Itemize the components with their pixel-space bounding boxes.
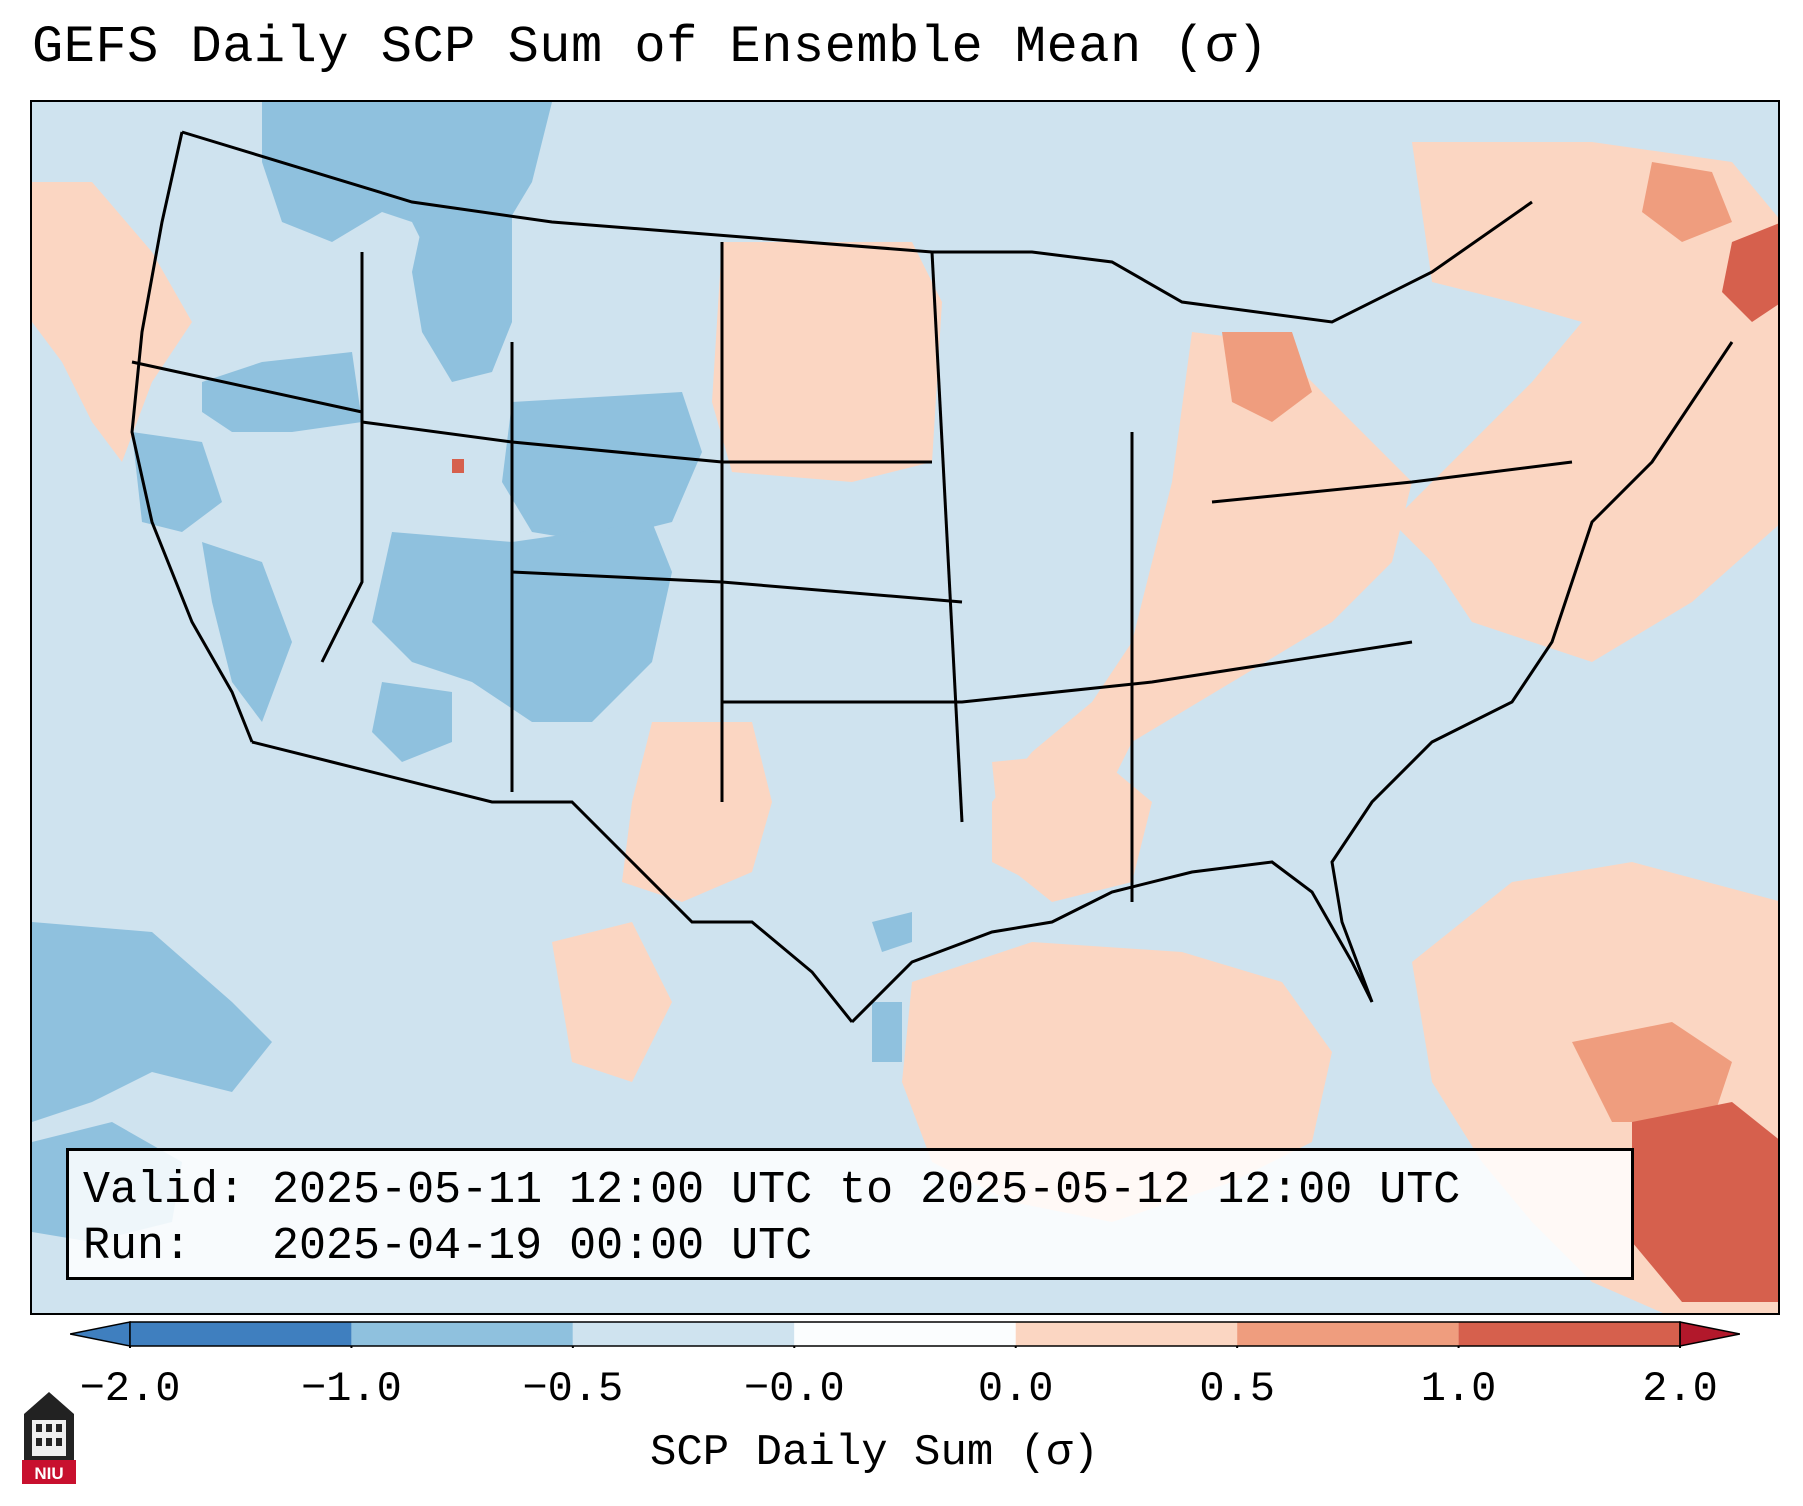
moderate-anomaly-areas	[1222, 162, 1732, 1122]
colorbar-extend-min	[70, 1321, 131, 1347]
gulf-coast	[850, 860, 1374, 1024]
colorbar-segments	[70, 1321, 1740, 1348]
logo-text: NIU	[34, 1464, 63, 1483]
mexico-orange-patches	[552, 922, 672, 1082]
arkansas-orange-region	[992, 752, 1152, 902]
nevada-blue-patches	[202, 542, 292, 722]
west-coast	[130, 131, 254, 743]
colorbar-label: SCP Daily Sum (σ)	[650, 1428, 1099, 1478]
oregon-blue-patches	[202, 352, 362, 432]
us-mexico-border	[251, 740, 854, 1023]
state-line-6	[722, 640, 1413, 704]
state-boundaries	[130, 130, 1734, 1024]
colorbar-segment	[351, 1322, 573, 1346]
northeast-orange-region	[1392, 142, 1778, 662]
university-tower-icon: NIU	[22, 1392, 76, 1484]
colorbar-tick-label: −2.0	[79, 1365, 181, 1413]
map-title: GEFS Daily SCP Sum of Ensemble Mean (σ)	[32, 18, 1269, 77]
colorbar-tick-label: −0.0	[743, 1365, 845, 1413]
colorbar-segment	[1015, 1322, 1238, 1346]
colorbar-segment	[572, 1322, 795, 1346]
maine-moderate	[1642, 162, 1732, 242]
colorbar-tick-label: −0.5	[522, 1365, 624, 1413]
colorbar-outline	[129, 1321, 1681, 1347]
mexico-blue-patch	[872, 912, 912, 952]
state-line-4	[930, 251, 964, 823]
california-blue-patches	[132, 432, 222, 532]
new-mexico-orange-region	[622, 722, 772, 902]
colorbar-tick-label: 0.0	[977, 1365, 1054, 1413]
colorbar-segment	[130, 1322, 352, 1346]
utah-colorado-blue-region	[372, 522, 672, 722]
colorbar-segment	[794, 1322, 1016, 1346]
colorbar-tick-label: −1.0	[301, 1365, 402, 1413]
valid-run-info-box: Valid: 2025-05-11 12:00 UTC to 2025-05-1…	[66, 1148, 1634, 1280]
colorbar-tick-label: 0.5	[1199, 1365, 1275, 1413]
run-value: 2025-04-19 00:00 UTC	[272, 1221, 813, 1272]
caribbean-strong	[1632, 1102, 1778, 1302]
us-border-north	[181, 130, 1533, 324]
state-line-9	[131, 360, 363, 414]
colorbar-extend-max	[1679, 1321, 1740, 1347]
colorbar-tick-label: 1.0	[1420, 1365, 1497, 1413]
valid-label: Valid:	[83, 1165, 246, 1216]
great-lakes-moderate	[1222, 332, 1312, 422]
pacific-blue-region	[32, 922, 272, 1122]
utah-hotspot	[452, 459, 464, 473]
caribbean-moderate	[1572, 1022, 1732, 1122]
positive-anomaly-areas	[32, 142, 1778, 1313]
colorbar-segment	[1458, 1322, 1680, 1346]
new-england-strong	[1722, 223, 1778, 322]
scp-map	[32, 102, 1778, 1313]
run-label: Run:	[83, 1221, 192, 1272]
colorbar-tick-label: 2.0	[1642, 1365, 1718, 1413]
arizona-blue-patches	[372, 682, 452, 762]
colorbar-segment	[1237, 1322, 1459, 1346]
idaho-blue-region	[412, 202, 512, 382]
dakotas-orange-region	[712, 242, 942, 482]
map-panel	[30, 100, 1780, 1315]
west-coast-orange-strip	[32, 182, 192, 462]
state-line-8	[361, 420, 932, 464]
east-coast	[1330, 341, 1734, 1003]
state-line-10	[1211, 460, 1573, 504]
valid-value: 2025-05-11 12:00 UTC to 2025-05-12 12:00…	[272, 1165, 1461, 1216]
negative-anomaly-areas	[32, 102, 912, 1242]
central-orange-region	[992, 332, 1412, 882]
colorbar	[70, 1321, 1740, 1348]
texas-blue-patch	[872, 1002, 902, 1062]
wyoming-blue-region	[502, 392, 702, 542]
state-line-5	[511, 570, 963, 604]
state-line-1	[320, 252, 364, 663]
strong-anomaly-areas	[452, 223, 1778, 1302]
